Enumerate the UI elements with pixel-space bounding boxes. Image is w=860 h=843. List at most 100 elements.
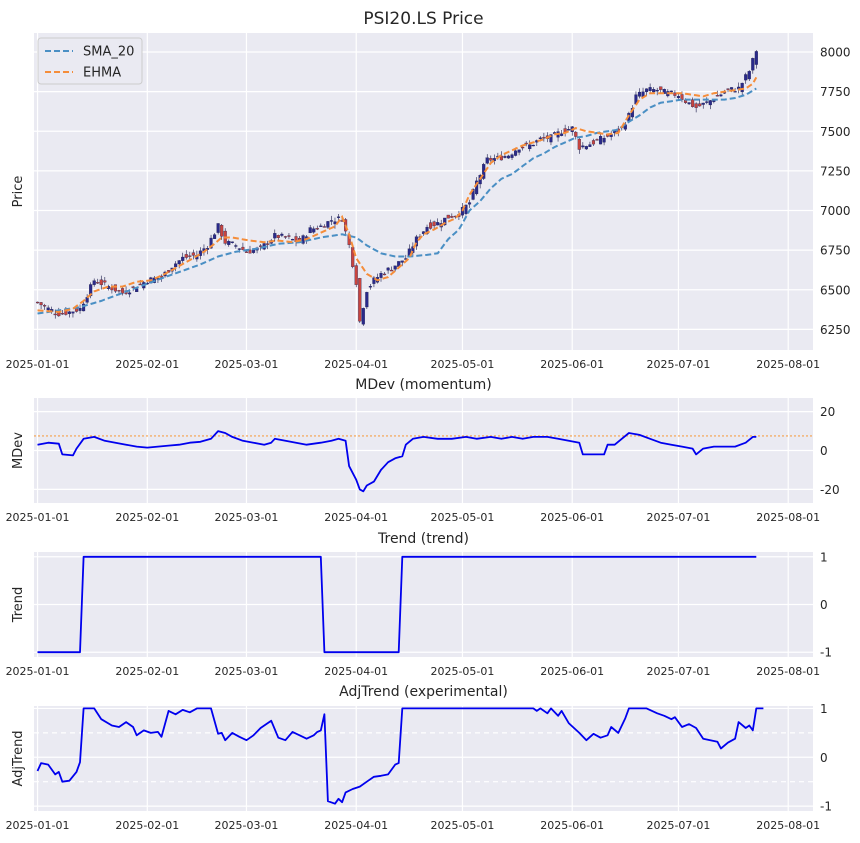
candle-up	[549, 134, 553, 143]
candle	[92, 278, 96, 287]
candle	[492, 154, 496, 165]
y-tick-label: 6250	[820, 323, 851, 337]
candle	[372, 276, 376, 288]
candle-down	[110, 287, 114, 291]
candle-up	[198, 250, 202, 256]
candle-up	[425, 226, 429, 234]
x-tick-label: 2025-02-01	[115, 358, 179, 371]
candle	[446, 214, 450, 219]
candle-up	[365, 292, 369, 308]
candle-down	[322, 226, 326, 228]
candle-up	[669, 90, 673, 93]
candle	[429, 219, 433, 230]
candle	[312, 226, 316, 234]
candle	[283, 235, 287, 239]
candle-up	[719, 94, 723, 97]
candle	[595, 138, 599, 141]
x-tick-label: 2025-03-01	[214, 358, 278, 371]
candle-up	[517, 149, 521, 153]
candle-up	[308, 227, 312, 234]
candle	[588, 141, 592, 147]
candle-up	[485, 157, 489, 164]
candle	[103, 277, 107, 286]
candle-down	[248, 249, 252, 254]
candle	[560, 130, 564, 137]
candle-up	[460, 206, 464, 216]
candle-up	[177, 260, 181, 265]
candle-up	[708, 100, 712, 106]
candle-up	[471, 189, 475, 200]
y-tick-label: 1	[820, 550, 828, 564]
candle	[241, 242, 245, 251]
candle-up	[273, 233, 277, 239]
candle-down	[659, 86, 663, 90]
candle	[744, 72, 748, 84]
x-tick-label: 2025-08-01	[756, 511, 820, 524]
candle-down	[315, 228, 319, 230]
candle	[322, 224, 326, 228]
candle-up	[506, 155, 511, 159]
candle	[319, 223, 323, 227]
candle	[751, 57, 755, 74]
candle	[436, 218, 440, 226]
candle-up	[740, 82, 744, 93]
candle	[326, 220, 330, 229]
candle	[379, 271, 383, 282]
candle	[747, 70, 751, 82]
candle	[517, 149, 521, 156]
x-tick-label: 2025-05-01	[430, 511, 494, 524]
x-tick-label: 2025-02-01	[115, 665, 179, 678]
candle-up	[82, 303, 86, 312]
candle-down	[429, 222, 433, 229]
candle-down	[241, 246, 245, 251]
candle-up	[467, 202, 472, 205]
candle	[248, 245, 252, 254]
x-tick-label: 2025-01-01	[6, 819, 70, 832]
legend: SMA_20 EHMA	[37, 37, 143, 85]
candle-up	[209, 237, 213, 249]
candle-down	[446, 214, 450, 219]
candle-up	[662, 89, 666, 94]
y-tick-label: 6500	[820, 283, 851, 297]
trend-line	[37, 555, 757, 654]
candle	[234, 243, 238, 249]
candle-down	[220, 224, 224, 237]
candle	[637, 88, 642, 99]
candle	[648, 83, 652, 93]
x-tick-label: 2025-01-01	[6, 358, 70, 371]
candle-up	[443, 217, 447, 226]
candle-down	[103, 280, 107, 283]
candle-up	[754, 51, 758, 65]
candle	[510, 153, 514, 161]
candle-up	[705, 101, 709, 103]
candle	[400, 260, 404, 267]
candle-up	[655, 89, 659, 92]
candle	[273, 229, 277, 242]
plot-content	[34, 707, 813, 805]
candle-up	[531, 144, 535, 147]
candle-up	[510, 154, 514, 158]
candle	[754, 50, 758, 69]
candle	[577, 137, 581, 154]
candle-up	[730, 87, 734, 90]
candle-down	[117, 290, 121, 292]
x-tick-label: 2025-03-01	[214, 511, 278, 524]
candle	[524, 141, 528, 147]
y-tick-label: 20	[820, 405, 835, 419]
candle-down	[188, 255, 192, 257]
candle	[687, 102, 691, 105]
y-tick-label: -1	[820, 800, 832, 814]
candle-down	[167, 270, 171, 273]
x-tick-label: 2025-04-01	[324, 358, 388, 371]
candle-down	[96, 282, 100, 284]
candle	[602, 135, 606, 146]
candle-down	[244, 251, 249, 253]
candle-down	[191, 252, 195, 256]
candle	[382, 271, 387, 276]
candle	[393, 265, 397, 272]
candle-up	[181, 256, 185, 261]
candle	[60, 309, 64, 315]
candle	[414, 234, 418, 250]
candle	[708, 100, 712, 110]
